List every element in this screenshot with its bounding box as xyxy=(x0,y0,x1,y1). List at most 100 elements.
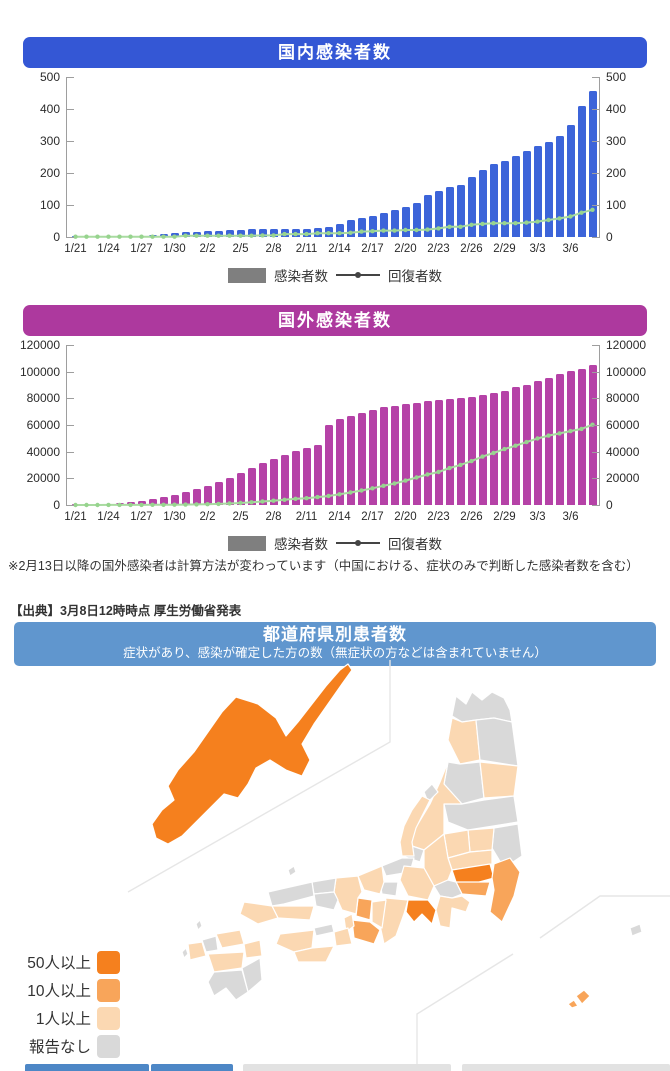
bar xyxy=(247,467,256,505)
axis-tick xyxy=(67,173,74,174)
x-tick-label: 2/8 xyxy=(265,511,282,523)
bar xyxy=(522,384,531,505)
bar xyxy=(302,448,311,505)
bar xyxy=(357,413,366,505)
recovered-legend-marker xyxy=(355,540,361,546)
map-title: 都道府県別患者数 xyxy=(263,625,407,644)
bar xyxy=(148,499,157,505)
x-tick-label: 2/5 xyxy=(232,511,249,523)
bottom-nav-segment-1[interactable] xyxy=(25,1064,149,1071)
bar xyxy=(214,482,223,505)
prefecture-nara xyxy=(371,899,387,929)
prefecture-tokyo xyxy=(451,863,495,885)
bar xyxy=(346,415,355,505)
prefecture-kagawa xyxy=(313,923,335,937)
bar xyxy=(566,125,575,237)
axis-tick xyxy=(67,478,74,480)
axis-tick xyxy=(592,237,599,238)
bar xyxy=(324,424,333,505)
tsushima-island xyxy=(195,919,203,931)
x-tick-label: 1/27 xyxy=(130,243,153,255)
bar xyxy=(544,378,553,505)
x-tick-label: 1/24 xyxy=(97,243,120,255)
prefecture-miyagi xyxy=(479,761,519,799)
bar xyxy=(379,407,388,505)
legend-row-none: 報告なし xyxy=(8,1032,120,1060)
prefecture-ishikawa xyxy=(399,795,431,857)
bottom-nav-segment-3[interactable] xyxy=(243,1064,451,1071)
y-tick-label: 20000 xyxy=(26,471,60,486)
prefecture-kumamoto xyxy=(207,951,245,973)
axis-tick xyxy=(592,371,599,373)
domestic-chart-card: 国内感染者数 1/21 1/24 1/27 1/30 2/2 2/5 2/8 2/11 2/14… xyxy=(0,37,670,305)
prefecture-shimane xyxy=(267,881,315,907)
x-tick-label: 1/24 xyxy=(97,511,120,523)
prefecture-okayama xyxy=(313,891,339,911)
recovered-line xyxy=(73,422,595,508)
bar xyxy=(280,455,289,505)
bar xyxy=(258,229,267,237)
bar xyxy=(368,216,377,237)
legend-swatch-10plus xyxy=(97,978,120,1002)
infected-legend-swatch xyxy=(228,535,266,551)
japan-map xyxy=(127,660,670,1071)
y-tick-label: 200 xyxy=(39,166,60,180)
bar xyxy=(445,186,454,237)
axis-tick xyxy=(67,425,74,426)
y-axis-left xyxy=(66,77,67,238)
y-tick-label: 0 xyxy=(53,230,60,244)
bar xyxy=(588,364,597,505)
y-tick-label: 80000 xyxy=(26,391,60,406)
y-tick-label: 500 xyxy=(606,70,627,84)
bar xyxy=(269,229,278,237)
bar xyxy=(555,135,564,237)
axis-tick xyxy=(592,505,599,506)
y-tick-label: 0 xyxy=(606,230,613,244)
prefecture-kochi xyxy=(293,945,335,963)
bottom-nav-segment-4[interactable] xyxy=(462,1064,670,1071)
prefecture-chiba xyxy=(489,857,521,923)
bar xyxy=(225,229,234,237)
bottom-nav-bar xyxy=(0,1064,670,1071)
prefecture-iwate xyxy=(475,717,519,767)
source-text: 【出典】3月8日12時時点 厚生労働省発表 xyxy=(10,604,242,618)
bar xyxy=(225,477,234,505)
calculation-note: ※2月13日以降の国外感染者は計算方法が変わっています（中国における、症状のみで… xyxy=(8,559,639,573)
y-axis-right xyxy=(599,345,600,506)
recovered-line xyxy=(73,207,595,239)
bar xyxy=(313,445,322,505)
bar xyxy=(511,155,520,237)
axis-tick xyxy=(67,205,74,206)
y-tick-label: 80000 xyxy=(606,391,640,406)
islands-inset-line xyxy=(416,953,514,1071)
prefecture-osaka xyxy=(355,897,373,921)
axis-tick xyxy=(67,77,74,78)
x-tick-label: 2/8 xyxy=(265,243,282,255)
x-tick-label: 1/30 xyxy=(163,243,186,255)
x-tick-label: 2/5 xyxy=(232,243,249,255)
axis-tick xyxy=(592,77,599,78)
overseas-chart-plot: 1/21 1/24 1/27 1/30 2/2 2/5 2/8 2/11 2/14 2/17 2/2… xyxy=(0,338,670,535)
legend-row-1plus: 1人以上 xyxy=(8,1004,120,1032)
y-tick-label: 100 xyxy=(39,198,60,212)
bar xyxy=(170,494,179,505)
y-tick-label: 100000 xyxy=(19,364,60,379)
bar xyxy=(379,213,388,237)
domestic-chart-title: 国内感染者数 xyxy=(23,37,647,68)
bar xyxy=(577,368,586,505)
x-tick-label: 2/29 xyxy=(493,511,516,523)
izu-island xyxy=(629,923,643,937)
bar xyxy=(401,404,410,505)
prefecture-oita xyxy=(243,939,263,959)
bar xyxy=(566,371,575,505)
map-subtitle: 症状があり、感染が確定した方の数（無症状の方などは含まれていません） xyxy=(123,646,547,660)
x-tick-label: 2/23 xyxy=(427,511,450,523)
goto-island xyxy=(181,947,189,959)
legend-label-10plus: 10人以上 xyxy=(27,983,91,1000)
x-tick-label: 2/14 xyxy=(328,243,351,255)
bar xyxy=(357,218,366,237)
prefecture-akita xyxy=(447,717,481,765)
y-tick-label: 20000 xyxy=(606,471,640,486)
y-tick-label: 300 xyxy=(606,134,627,148)
bottom-nav-segment-2[interactable] xyxy=(151,1064,233,1071)
